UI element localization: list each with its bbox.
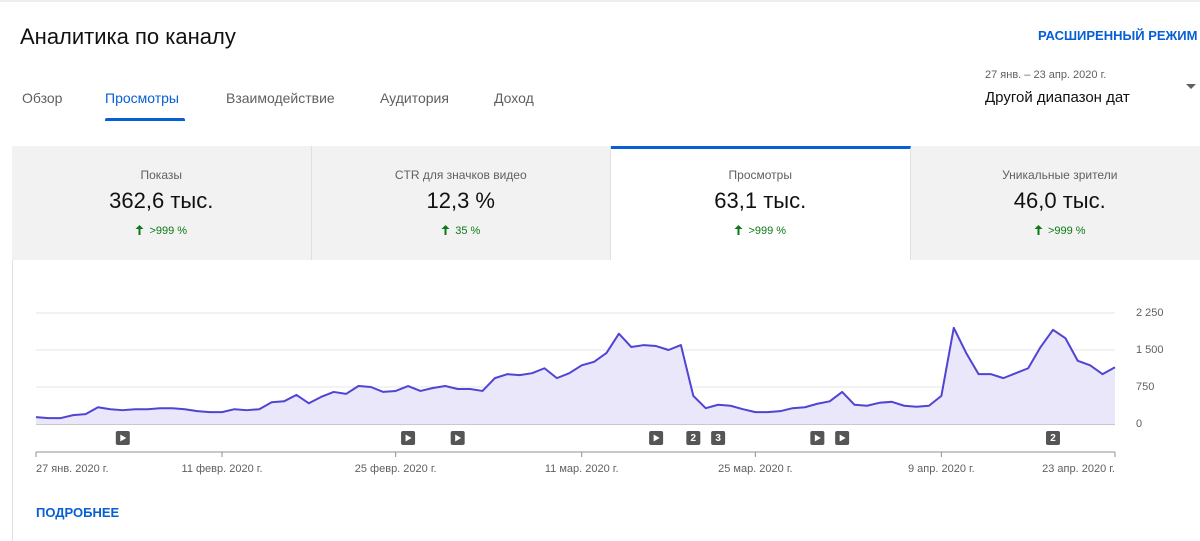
- event-marker[interactable]: 3: [711, 431, 726, 445]
- line: [35, 326, 1116, 420]
- event-count: 3: [715, 433, 721, 444]
- up-arrow: [441, 225, 450, 235]
- metric-change: >999 %: [12, 225, 311, 237]
- tab[interactable]: Просмотры: [105, 90, 179, 106]
- event-box: [711, 431, 726, 445]
- dropdown-arrow[interactable]: [1186, 84, 1196, 90]
- event-box: [686, 431, 701, 445]
- x-tick-label: 25 февр. 2020 г.: [355, 463, 437, 475]
- play-icon: [814, 434, 821, 442]
- up-arrow: [1034, 225, 1043, 235]
- event-marker[interactable]: [835, 431, 850, 445]
- metric-label: Показы: [140, 168, 182, 182]
- x-tick-label: 9 апр. 2020 г.: [908, 463, 975, 475]
- tab[interactable]: Обзор: [22, 90, 63, 106]
- x-tick-label: 27 янв. 2020 г.: [36, 463, 109, 475]
- metric-change: 35 %: [312, 225, 611, 237]
- metric-change-text: 35 %: [455, 225, 481, 237]
- more-link[interactable]: ПОДРОБНЕЕ: [36, 505, 120, 520]
- y-tick-label: 1 500: [1136, 344, 1164, 356]
- x-tick-label: 11 мар. 2020 г.: [545, 463, 619, 475]
- play-icon: [405, 434, 412, 442]
- y-tick-label: 750: [1136, 381, 1154, 393]
- event-marker[interactable]: [401, 431, 416, 445]
- top-border: [0, 0, 1200, 2]
- event-count: 2: [691, 433, 697, 444]
- metric-label: CTR для значков видео: [394, 168, 527, 182]
- active-tab-indicator: [105, 118, 185, 121]
- y-tick-label: 2 250: [1136, 307, 1164, 319]
- play-icon: [653, 434, 660, 442]
- event-box: [1045, 431, 1060, 445]
- x-tick-label: 23 апр. 2020 г.: [1042, 463, 1115, 475]
- metric-label: Уникальные зрители: [1002, 168, 1118, 182]
- x-tick-label: 11 февр. 2020 г.: [182, 463, 263, 475]
- x-tick-label: 25 мар. 2020 г.: [718, 463, 792, 475]
- tab[interactable]: Доход: [494, 90, 534, 106]
- advanced-mode-link[interactable]: РАСШИРЕННЫЙ РЕЖИМ: [1038, 28, 1198, 43]
- metric-value: 46,0 тыс.: [1013, 188, 1106, 213]
- up-arrow: [135, 225, 144, 235]
- metric-change-text: >999 %: [1047, 225, 1086, 237]
- metric-change: >999 %: [911, 225, 1200, 237]
- play-icon: [839, 434, 846, 442]
- metric-change-text: >999 %: [149, 225, 188, 237]
- date-range-dates: 27 янв. – 23 апр. 2020 г.: [985, 69, 1107, 81]
- up-arrow: [734, 225, 743, 235]
- metric-change: >999 %: [611, 225, 910, 237]
- event-marker[interactable]: [649, 431, 664, 445]
- metric-value: 12,3 %: [426, 188, 496, 213]
- metric-value: 362,6 тыс.: [109, 188, 214, 213]
- event-marker[interactable]: 2: [686, 431, 701, 445]
- play-icon: [120, 434, 127, 442]
- tab[interactable]: Аудитория: [380, 90, 449, 106]
- metric-card[interactable]: Показы 362,6 тыс. >999 %: [12, 146, 312, 260]
- event-count: 2: [1050, 433, 1056, 444]
- metric-card[interactable]: Просмотры 63,1 тыс. >999 %: [611, 146, 911, 260]
- y-tick-label: 0: [1136, 418, 1142, 430]
- metric-card[interactable]: Уникальные зрители 46,0 тыс. >999 %: [910, 146, 1200, 260]
- tab[interactable]: Взаимодействие: [226, 90, 335, 106]
- event-marker[interactable]: [810, 431, 825, 445]
- event-marker[interactable]: [115, 431, 130, 445]
- metric-card[interactable]: CTR для значков видео 12,3 % 35 %: [311, 146, 611, 260]
- play-icon: [455, 434, 462, 442]
- metric-value: 63,1 тыс.: [714, 188, 807, 213]
- metric-label: Просмотры: [728, 168, 792, 182]
- event-marker[interactable]: 2: [1045, 431, 1060, 445]
- area: [36, 327, 1115, 424]
- metric-change-text: >999 %: [748, 225, 787, 237]
- page-title: Аналитика по каналу: [20, 24, 236, 49]
- date-range-select[interactable]: Другой диапазон дат: [985, 89, 1130, 106]
- event-marker[interactable]: [450, 431, 465, 445]
